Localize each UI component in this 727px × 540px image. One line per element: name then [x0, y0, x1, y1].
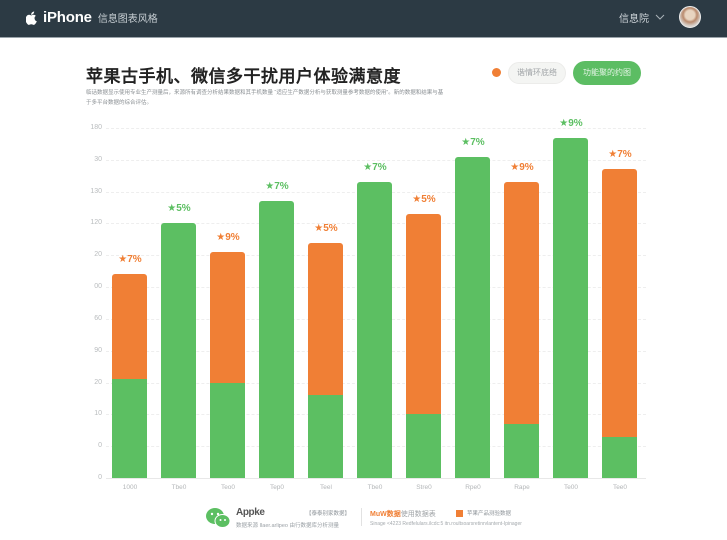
bar[interactable] [210, 252, 245, 478]
bar[interactable] [455, 156, 490, 478]
bar-segment-orange [112, 274, 147, 380]
apple-icon [26, 11, 37, 25]
y-axis-tick: 60 [94, 314, 102, 322]
bar[interactable] [602, 169, 637, 478]
y-axis-tick: 90 [94, 346, 102, 354]
y-axis-tick: 00 [94, 283, 102, 291]
x-axis-tick: Stre0 [416, 484, 432, 491]
legend-square-orange [456, 510, 463, 517]
page-title: 苹果古手机、微信多干扰用户体验满意度 [86, 67, 401, 86]
footer-brand: Appke [236, 507, 265, 518]
bar-value-label: ★7% [461, 136, 485, 148]
bar-value-label: ★9% [559, 117, 583, 129]
bar-segment-orange [602, 169, 637, 437]
y-axis-tick: 180 [90, 124, 102, 131]
bar-segment-green [357, 182, 392, 478]
footer-source-secondary: Sinage <4223 Redfelulars.ilcdc:5 itn.rou… [370, 521, 522, 527]
bar-value-label: ★5% [314, 222, 338, 234]
user-name: 信息院 [619, 13, 649, 25]
bar-segment-green [504, 423, 539, 478]
y-axis-tick: 0 [98, 474, 102, 481]
bar-segment-green [210, 382, 245, 478]
bar-segment-orange [504, 182, 539, 424]
x-axis-tick: Tee0 [612, 484, 628, 491]
gridline [106, 128, 646, 129]
user-menu[interactable]: 信息院 [619, 6, 701, 28]
secondary-button[interactable]: 谐情环底络 [508, 62, 566, 84]
y-axis-tick: 0 [98, 442, 102, 450]
y-axis-tick: 20 [94, 378, 102, 386]
footer-brand2-name: MuW数据 [370, 511, 401, 518]
bar-value-label: ★5% [167, 203, 191, 215]
x-axis-tick: Teel [320, 484, 332, 491]
gridline [106, 159, 646, 161]
bar-segment-green [259, 201, 294, 478]
y-axis-tick: 10 [94, 410, 102, 418]
bar-value-label: ★7% [265, 181, 289, 193]
x-axis-line [106, 478, 646, 479]
chevron-down-icon [655, 14, 665, 20]
legend-label-orange: 苹果产品测验数据 [467, 511, 512, 517]
primary-button[interactable]: 功能聚的约图 [573, 61, 641, 85]
x-axis-tick: Tbe0 [171, 484, 187, 491]
bar-value-label: ★7% [363, 162, 387, 174]
bar-segment-green [406, 414, 441, 478]
brand[interactable]: iPhone 信息图表风格 [26, 9, 158, 26]
wechat-logo-icon [206, 508, 231, 528]
bar-value-label: ★9% [510, 162, 534, 174]
bar[interactable] [112, 274, 147, 478]
bar-value-label: ★7% [608, 149, 632, 161]
avatar[interactable] [679, 6, 701, 28]
bar-segment-green [602, 436, 637, 478]
bar-segment-orange [210, 252, 245, 383]
bar-segment-orange [406, 213, 441, 415]
brand-name: iPhone [43, 9, 92, 26]
bar-segment-orange [308, 242, 343, 396]
x-axis-tick: Rpe0 [465, 484, 481, 491]
y-axis-tick: 130 [90, 187, 102, 195]
brand-subtitle: 信息图表风格 [97, 14, 158, 25]
y-axis-tick: 120 [90, 219, 102, 227]
legend-dot-orange [492, 68, 501, 77]
footer-brand2-rest: 使用数据表 [400, 511, 436, 518]
top-navigation-bar: iPhone 信息图表风格 信息院 [0, 0, 727, 38]
bar-segment-green [455, 156, 490, 478]
x-axis-tick: Te00 [563, 484, 579, 491]
bar[interactable] [406, 213, 441, 478]
bar[interactable] [504, 182, 539, 478]
bar-segment-green [161, 223, 196, 478]
x-axis-tick: Tep0 [269, 484, 285, 491]
bar-segment-green [308, 395, 343, 478]
y-axis-tick: 20 [94, 251, 102, 259]
bar-value-label: ★7% [118, 254, 142, 266]
bar-value-label: ★9% [216, 232, 240, 244]
x-axis-tick: Tbe0 [367, 484, 383, 491]
bar-segment-green [553, 137, 588, 478]
x-axis-tick: Teo0 [220, 484, 236, 491]
footer-brand-secondary: MuW数据使用数据表 [370, 509, 436, 519]
bar[interactable] [308, 242, 343, 478]
bar[interactable] [553, 137, 588, 478]
x-axis-tick: Rape [514, 484, 530, 491]
footer-divider [361, 508, 362, 526]
bar-value-label: ★5% [412, 193, 436, 205]
y-axis-tick: 30 [94, 155, 102, 163]
bar[interactable] [259, 201, 294, 478]
bar[interactable] [161, 223, 196, 478]
footer-note: 【泰泰别家数据】 [306, 511, 351, 517]
footer-source: 数据来源 Ilaer.arlipeo 由行数据库分析测量 [236, 523, 339, 529]
page-description: 临话数据显示使用专业生产测量后，来源所有调查分析结果数据和其手机数量 “适应生产… [86, 90, 444, 106]
x-axis-tick: 1000 [122, 484, 138, 491]
bar-segment-green [112, 379, 147, 478]
bar[interactable] [357, 182, 392, 478]
